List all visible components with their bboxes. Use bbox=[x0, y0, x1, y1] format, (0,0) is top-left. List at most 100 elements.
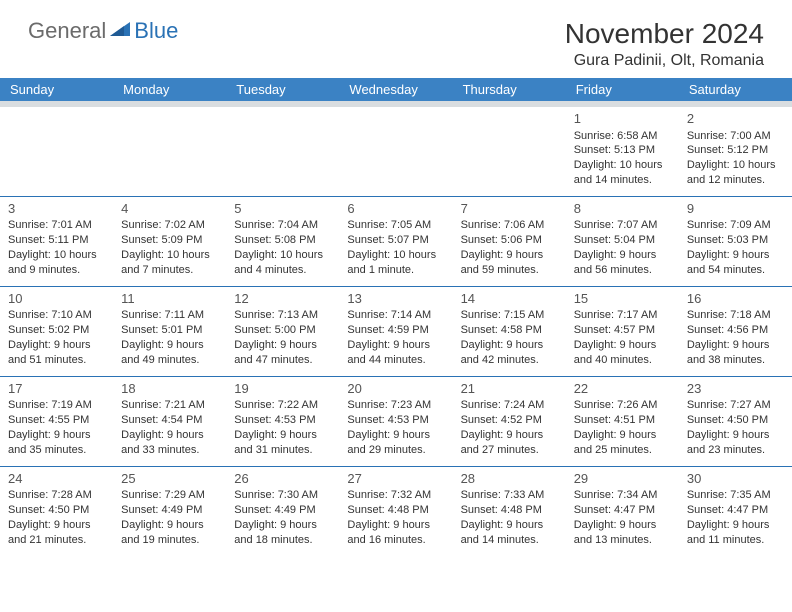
sunrise-line: Sunrise: 7:33 AM bbox=[461, 488, 560, 503]
daylight-line: Daylight: 9 hours and 42 minutes. bbox=[461, 338, 560, 368]
day-header: Tuesday bbox=[226, 78, 339, 104]
calendar-day-cell: 7Sunrise: 7:06 AMSunset: 5:06 PMDaylight… bbox=[453, 196, 566, 286]
sunrise-line: Sunrise: 7:21 AM bbox=[121, 398, 220, 413]
calendar-day-cell: 9Sunrise: 7:09 AMSunset: 5:03 PMDaylight… bbox=[679, 196, 792, 286]
calendar-day-cell: 2Sunrise: 7:00 AMSunset: 5:12 PMDaylight… bbox=[679, 104, 792, 196]
daylight-line: Daylight: 10 hours and 1 minute. bbox=[347, 248, 446, 278]
sunset-line: Sunset: 4:59 PM bbox=[347, 323, 446, 338]
sunset-line: Sunset: 5:07 PM bbox=[347, 233, 446, 248]
calendar-day-cell: 21Sunrise: 7:24 AMSunset: 4:52 PMDayligh… bbox=[453, 376, 566, 466]
day-number: 16 bbox=[687, 290, 786, 308]
sunrise-line: Sunrise: 7:01 AM bbox=[8, 218, 107, 233]
sunrise-line: Sunrise: 7:00 AM bbox=[687, 129, 786, 144]
sunset-line: Sunset: 4:49 PM bbox=[234, 503, 333, 518]
sunrise-line: Sunrise: 7:34 AM bbox=[574, 488, 673, 503]
daylight-line: Daylight: 9 hours and 59 minutes. bbox=[461, 248, 560, 278]
calendar-day-cell: 22Sunrise: 7:26 AMSunset: 4:51 PMDayligh… bbox=[566, 376, 679, 466]
sunset-line: Sunset: 4:47 PM bbox=[574, 503, 673, 518]
day-number: 7 bbox=[461, 200, 560, 218]
calendar-day-cell: 14Sunrise: 7:15 AMSunset: 4:58 PMDayligh… bbox=[453, 286, 566, 376]
sunrise-line: Sunrise: 7:29 AM bbox=[121, 488, 220, 503]
calendar-day-cell: 25Sunrise: 7:29 AMSunset: 4:49 PMDayligh… bbox=[113, 466, 226, 555]
location-text: Gura Padinii, Olt, Romania bbox=[565, 52, 764, 70]
calendar-day-cell: 15Sunrise: 7:17 AMSunset: 4:57 PMDayligh… bbox=[566, 286, 679, 376]
calendar-day-cell: 26Sunrise: 7:30 AMSunset: 4:49 PMDayligh… bbox=[226, 466, 339, 555]
calendar-day-cell: 30Sunrise: 7:35 AMSunset: 4:47 PMDayligh… bbox=[679, 466, 792, 555]
day-number: 21 bbox=[461, 380, 560, 398]
day-number: 17 bbox=[8, 380, 107, 398]
sunrise-line: Sunrise: 7:13 AM bbox=[234, 308, 333, 323]
day-number: 23 bbox=[687, 380, 786, 398]
day-number: 18 bbox=[121, 380, 220, 398]
daylight-line: Daylight: 9 hours and 14 minutes. bbox=[461, 518, 560, 548]
sunrise-line: Sunrise: 7:14 AM bbox=[347, 308, 446, 323]
sunrise-line: Sunrise: 7:07 AM bbox=[574, 218, 673, 233]
day-number: 24 bbox=[8, 470, 107, 488]
sunset-line: Sunset: 4:53 PM bbox=[347, 413, 446, 428]
daylight-line: Daylight: 9 hours and 49 minutes. bbox=[121, 338, 220, 368]
sunset-line: Sunset: 4:55 PM bbox=[8, 413, 107, 428]
calendar-day-cell: 23Sunrise: 7:27 AMSunset: 4:50 PMDayligh… bbox=[679, 376, 792, 466]
daylight-line: Daylight: 9 hours and 44 minutes. bbox=[347, 338, 446, 368]
daylight-line: Daylight: 9 hours and 40 minutes. bbox=[574, 338, 673, 368]
sunrise-line: Sunrise: 7:04 AM bbox=[234, 218, 333, 233]
calendar-week-row: 1Sunrise: 6:58 AMSunset: 5:13 PMDaylight… bbox=[0, 104, 792, 196]
month-title: November 2024 bbox=[565, 18, 764, 50]
logo-text-general: General bbox=[28, 18, 106, 44]
calendar-week-row: 17Sunrise: 7:19 AMSunset: 4:55 PM Dayligh… bbox=[0, 376, 792, 466]
daylight-line: Daylight: 9 hours and 27 minutes. bbox=[461, 428, 560, 458]
day-number: 1 bbox=[574, 110, 673, 128]
calendar-week-row: 24Sunrise: 7:28 AMSunset: 4:50 PMDayligh… bbox=[0, 466, 792, 555]
sunset-line: Sunset: 4:56 PM bbox=[687, 323, 786, 338]
calendar-day-cell: 29Sunrise: 7:34 AMSunset: 4:47 PMDayligh… bbox=[566, 466, 679, 555]
logo-triangle-icon bbox=[110, 20, 132, 43]
calendar-week-row: 3Sunrise: 7:01 AMSunset: 5:11 PM Daylight… bbox=[0, 196, 792, 286]
calendar-day-cell: 6Sunrise: 7:05 AMSunset: 5:07 PMDaylight… bbox=[339, 196, 452, 286]
day-header: Monday bbox=[113, 78, 226, 104]
sunrise-line: Sunrise: 7:15 AM bbox=[461, 308, 560, 323]
sunset-line: Sunset: 4:49 PM bbox=[121, 503, 220, 518]
daylight-line: Daylight: 10 hours and 4 minutes. bbox=[234, 248, 333, 278]
calendar-week-row: 10Sunrise: 7:10 AMSunset: 5:02 PMDayligh… bbox=[0, 286, 792, 376]
day-number: 2 bbox=[687, 110, 786, 128]
sunrise-line: Sunrise: 7:05 AM bbox=[347, 218, 446, 233]
day-number: 25 bbox=[121, 470, 220, 488]
sunrise-line: Sunrise: 7:19 AM bbox=[8, 398, 107, 413]
calendar-day-cell: 1Sunrise: 6:58 AMSunset: 5:13 PMDaylight… bbox=[566, 104, 679, 196]
sunrise-line: Sunrise: 7:09 AM bbox=[687, 218, 786, 233]
calendar-day-cell bbox=[453, 104, 566, 196]
calendar-body: 1Sunrise: 6:58 AMSunset: 5:13 PMDaylight… bbox=[0, 104, 792, 556]
sunrise-line: Sunrise: 7:02 AM bbox=[121, 218, 220, 233]
sunset-line: Sunset: 5:09 PM bbox=[121, 233, 220, 248]
day-number: 8 bbox=[574, 200, 673, 218]
daylight-line: Daylight: 9 hours and 47 minutes. bbox=[234, 338, 333, 368]
calendar-day-cell: 3Sunrise: 7:01 AMSunset: 5:11 PMDaylight… bbox=[0, 196, 113, 286]
logo-text-blue: Blue bbox=[134, 18, 178, 44]
sunset-line: Sunset: 4:52 PM bbox=[461, 413, 560, 428]
sunset-line: Sunset: 5:08 PM bbox=[234, 233, 333, 248]
sunset-line: Sunset: 5:11 PM bbox=[8, 233, 107, 248]
daylight-line: Daylight: 9 hours and 25 minutes. bbox=[574, 428, 673, 458]
day-number: 3 bbox=[8, 200, 107, 218]
sunrise-line: Sunrise: 7:18 AM bbox=[687, 308, 786, 323]
day-number: 9 bbox=[687, 200, 786, 218]
sunset-line: Sunset: 5:12 PM bbox=[687, 143, 786, 158]
day-number: 26 bbox=[234, 470, 333, 488]
calendar-day-cell bbox=[339, 104, 452, 196]
calendar-day-cell: 11Sunrise: 7:11 AMSunset: 5:01 PMDayligh… bbox=[113, 286, 226, 376]
calendar-day-cell: 8Sunrise: 7:07 AMSunset: 5:04 PMDaylight… bbox=[566, 196, 679, 286]
daylight-line: Daylight: 9 hours and 23 minutes. bbox=[687, 428, 786, 458]
daylight-line: Daylight: 9 hours and 29 minutes. bbox=[347, 428, 446, 458]
sunset-line: Sunset: 4:50 PM bbox=[687, 413, 786, 428]
day-number: 4 bbox=[121, 200, 220, 218]
day-number: 30 bbox=[687, 470, 786, 488]
calendar-day-cell: 4Sunrise: 7:02 AMSunset: 5:09 PMDaylight… bbox=[113, 196, 226, 286]
daylight-line: Daylight: 9 hours and 38 minutes. bbox=[687, 338, 786, 368]
day-number: 15 bbox=[574, 290, 673, 308]
sunset-line: Sunset: 5:13 PM bbox=[574, 143, 673, 158]
calendar-day-cell: 28Sunrise: 7:33 AMSunset: 4:48 PMDayligh… bbox=[453, 466, 566, 555]
daylight-line: Daylight: 10 hours and 14 minutes. bbox=[574, 158, 673, 188]
calendar-day-cell: 20Sunrise: 7:23 AMSunset: 4:53 PMDayligh… bbox=[339, 376, 452, 466]
calendar-day-cell: 10Sunrise: 7:10 AMSunset: 5:02 PMDayligh… bbox=[0, 286, 113, 376]
daylight-line: Daylight: 9 hours and 51 minutes. bbox=[8, 338, 107, 368]
